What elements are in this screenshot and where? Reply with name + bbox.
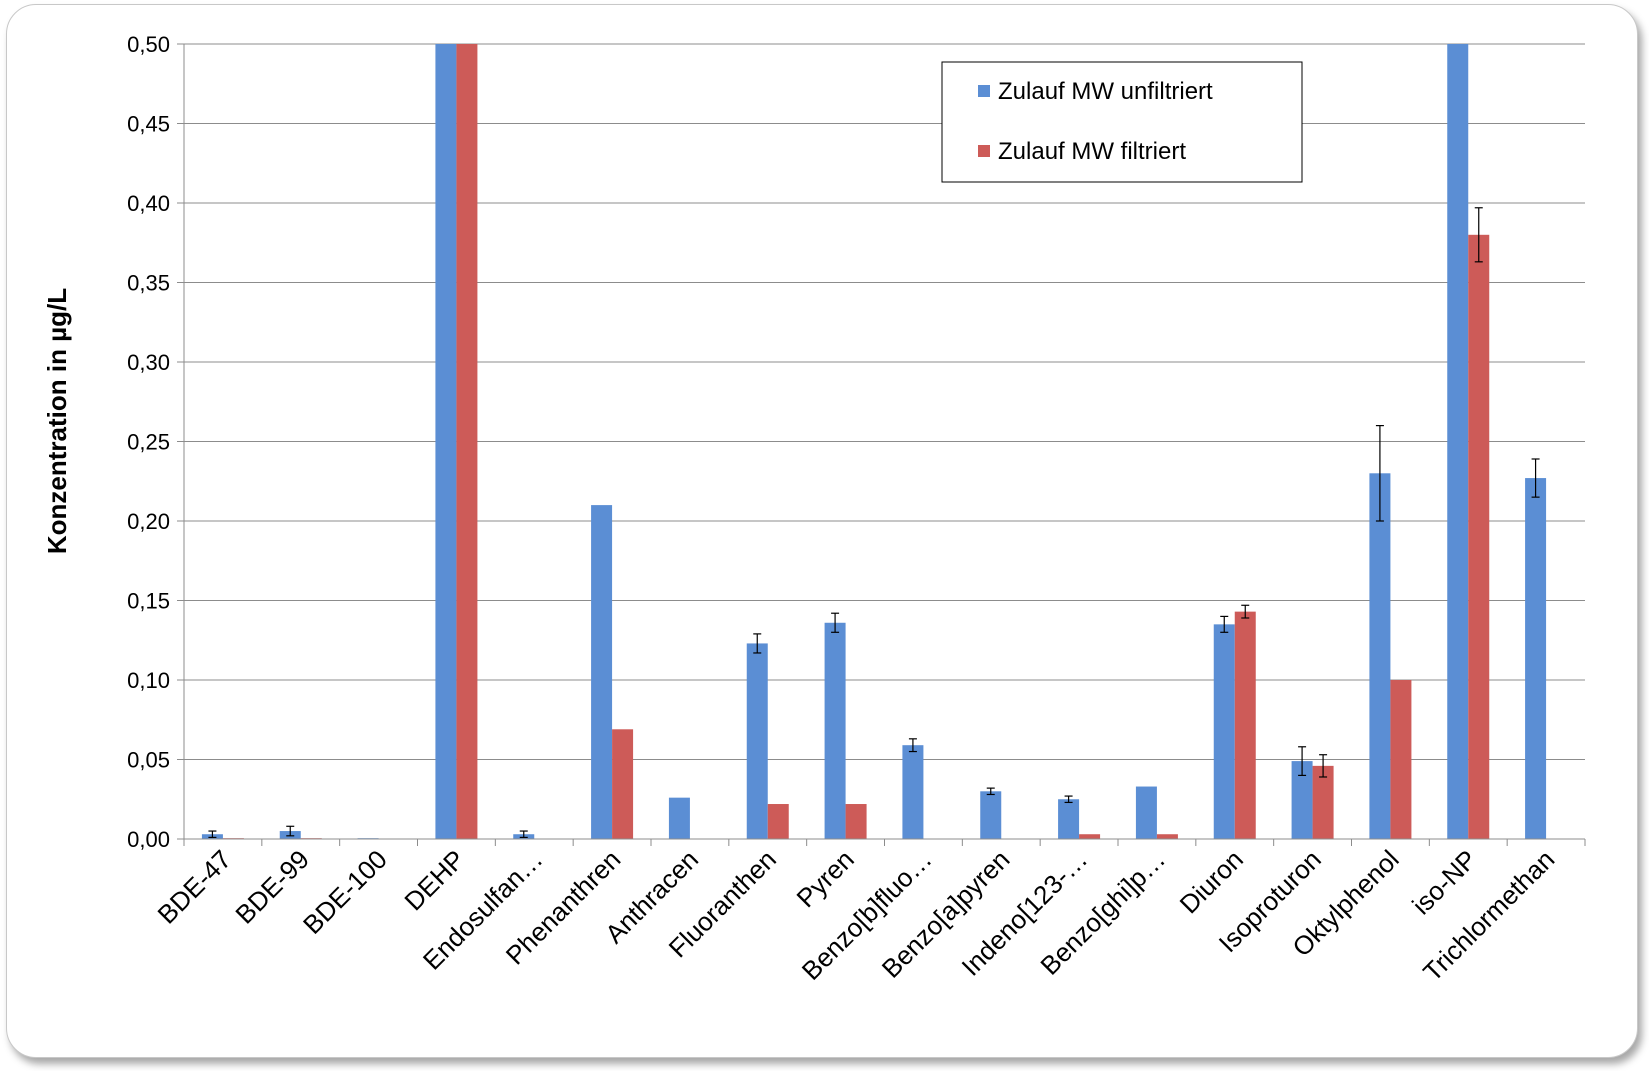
y-tick-label: 0,10 — [127, 668, 170, 693]
bar-filtriert — [845, 804, 867, 839]
bar-unfiltriert — [1058, 799, 1080, 839]
category-label: BDE-100 — [297, 844, 393, 940]
legend-label-unfiltriert: Zulauf MW unfiltriert — [998, 78, 1213, 105]
bar-unfiltriert — [435, 44, 457, 839]
y-tick-label: 0,00 — [127, 827, 170, 852]
bar-unfiltriert — [1369, 473, 1391, 839]
bar-unfiltriert — [746, 643, 768, 839]
category-label: Diuron — [1174, 844, 1249, 919]
legend-swatch-unfiltriert — [978, 85, 990, 97]
legend-box — [941, 61, 1303, 183]
bar-filtriert — [1312, 765, 1334, 839]
bars — [201, 44, 1547, 840]
axes — [183, 44, 1586, 846]
bar-unfiltriert — [1525, 478, 1547, 839]
bar-filtriert — [1156, 834, 1178, 839]
bar-unfiltriert — [1291, 761, 1313, 839]
y-axis-label: Konzentration in µg/L — [42, 288, 72, 554]
category-label: DEHP — [398, 844, 470, 916]
bar-unfiltriert — [1447, 44, 1469, 839]
category-label: Pyren — [791, 844, 860, 913]
bar-filtriert — [1234, 611, 1256, 839]
error-bars — [208, 207, 1540, 839]
bar-filtriert — [456, 44, 478, 839]
y-tick-label: 0,50 — [127, 32, 170, 57]
gridlines — [184, 43, 1585, 760]
y-tick-label: 0,20 — [127, 509, 170, 534]
y-axis-ticks: 0,00 0,05 0,10 0,15 0,20 0,25 0,30 0,35 0,40 0,45… — [127, 32, 184, 852]
y-tick-label: 0,15 — [127, 589, 170, 614]
chart-frame — [6, 4, 1638, 1058]
y-tick-label: 0,35 — [127, 271, 170, 296]
bar-filtriert — [767, 804, 789, 839]
bar-unfiltriert — [1135, 786, 1157, 839]
category-label: BDE-47 — [152, 844, 238, 930]
category-label: iso-NP — [1406, 844, 1482, 920]
y-tick-label: 0,45 — [127, 112, 170, 137]
bar-unfiltriert — [1213, 624, 1235, 839]
bar-filtriert — [1468, 234, 1490, 840]
y-tick-label: 0,25 — [127, 430, 170, 455]
bar-filtriert — [1390, 680, 1412, 839]
legend-label-filtriert: Zulauf MW filtriert — [998, 138, 1186, 165]
bar-unfiltriert — [980, 791, 1002, 839]
bar-unfiltriert — [902, 745, 924, 839]
legend: Zulauf MW unfiltriert Zulauf MW filtrier… — [941, 61, 1303, 183]
legend-swatch-filtriert — [978, 145, 990, 157]
bar-unfiltriert — [824, 622, 846, 839]
bar-unfiltriert — [668, 797, 690, 839]
bar-unfiltriert — [591, 505, 613, 839]
bar-filtriert — [1079, 834, 1101, 839]
bar-filtriert — [612, 729, 634, 839]
y-tick-label: 0,40 — [127, 191, 170, 216]
y-tick-label: 0,05 — [127, 748, 170, 773]
y-tick-label: 0,30 — [127, 350, 170, 375]
